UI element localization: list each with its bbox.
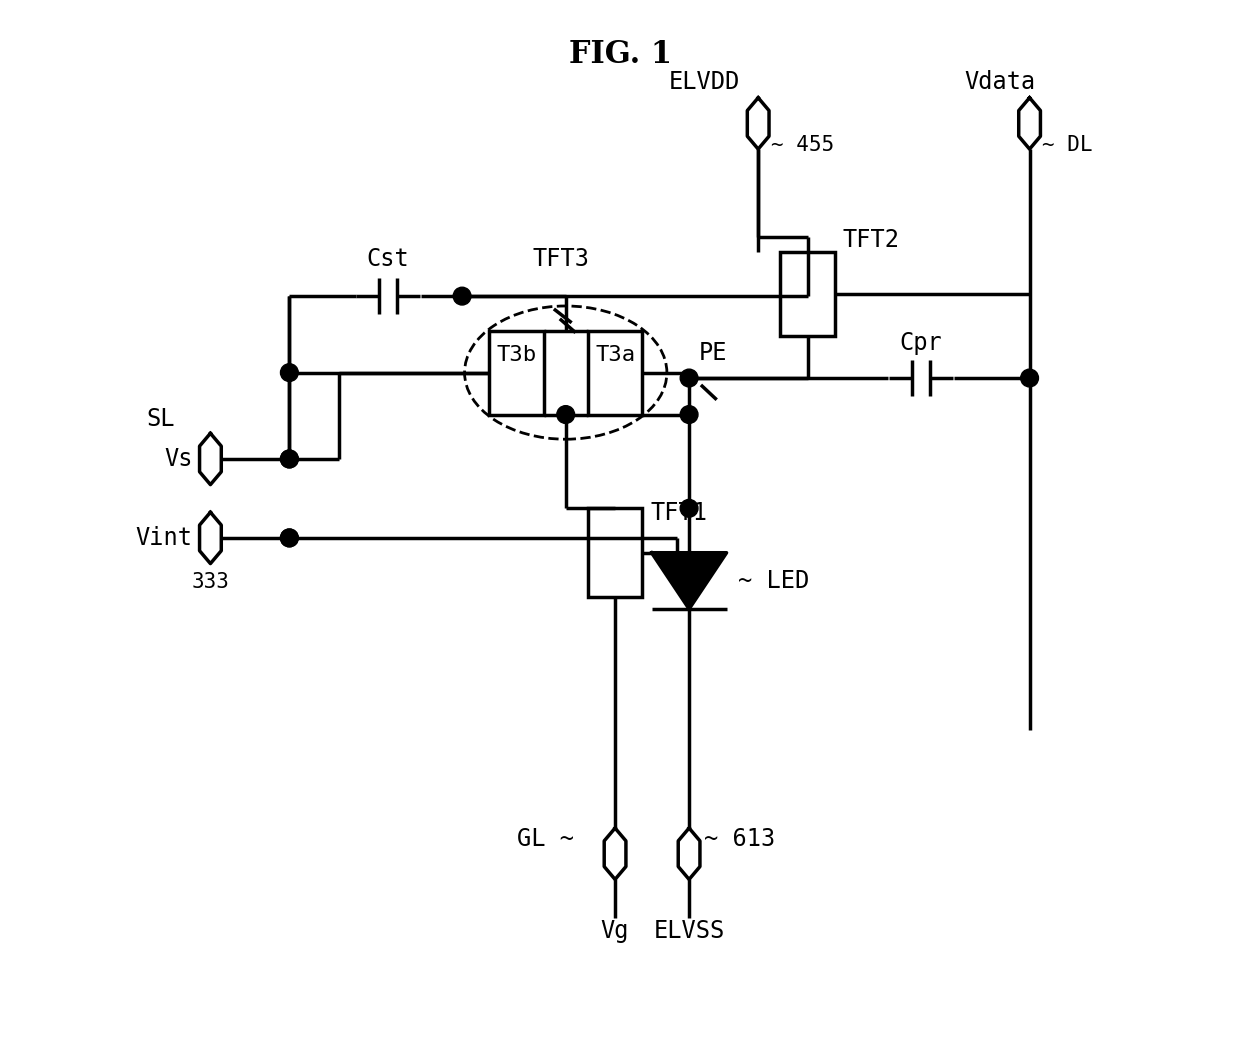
Circle shape <box>280 529 299 546</box>
Text: T3a: T3a <box>595 344 635 365</box>
Text: ~ DL: ~ DL <box>1043 135 1092 155</box>
Text: Vs: Vs <box>164 446 192 471</box>
Text: TFT1: TFT1 <box>650 502 707 525</box>
Text: PE: PE <box>699 341 728 366</box>
Circle shape <box>280 364 299 382</box>
Text: TFT3: TFT3 <box>532 247 589 271</box>
Polygon shape <box>651 553 727 609</box>
Text: ~ 613: ~ 613 <box>704 827 775 850</box>
Text: T3b: T3b <box>496 344 537 365</box>
Circle shape <box>280 450 299 468</box>
Circle shape <box>280 529 299 546</box>
Text: ~ 455: ~ 455 <box>771 135 835 155</box>
Circle shape <box>681 406 698 423</box>
Circle shape <box>280 450 299 468</box>
Circle shape <box>557 406 574 423</box>
Text: ~ LED: ~ LED <box>739 569 810 593</box>
Text: TFT2: TFT2 <box>842 227 899 252</box>
Text: GL ~: GL ~ <box>517 827 574 850</box>
Circle shape <box>453 287 471 305</box>
Circle shape <box>1021 369 1038 387</box>
Bar <box>490 331 543 415</box>
Text: FIG. 1: FIG. 1 <box>568 39 672 70</box>
Circle shape <box>681 500 698 518</box>
Text: ELVDD: ELVDD <box>668 70 739 94</box>
Text: Cpr: Cpr <box>900 332 942 355</box>
Text: Cst: Cst <box>367 247 409 271</box>
Text: Vint: Vint <box>135 526 192 550</box>
Text: Vdata: Vdata <box>965 70 1035 94</box>
Bar <box>588 331 642 415</box>
Text: ELVSS: ELVSS <box>653 918 724 943</box>
Text: SL: SL <box>146 407 175 432</box>
Bar <box>780 252 835 336</box>
Text: Vg: Vg <box>601 918 630 943</box>
Circle shape <box>681 369 698 387</box>
Bar <box>588 508 642 597</box>
Text: 333: 333 <box>191 572 229 592</box>
